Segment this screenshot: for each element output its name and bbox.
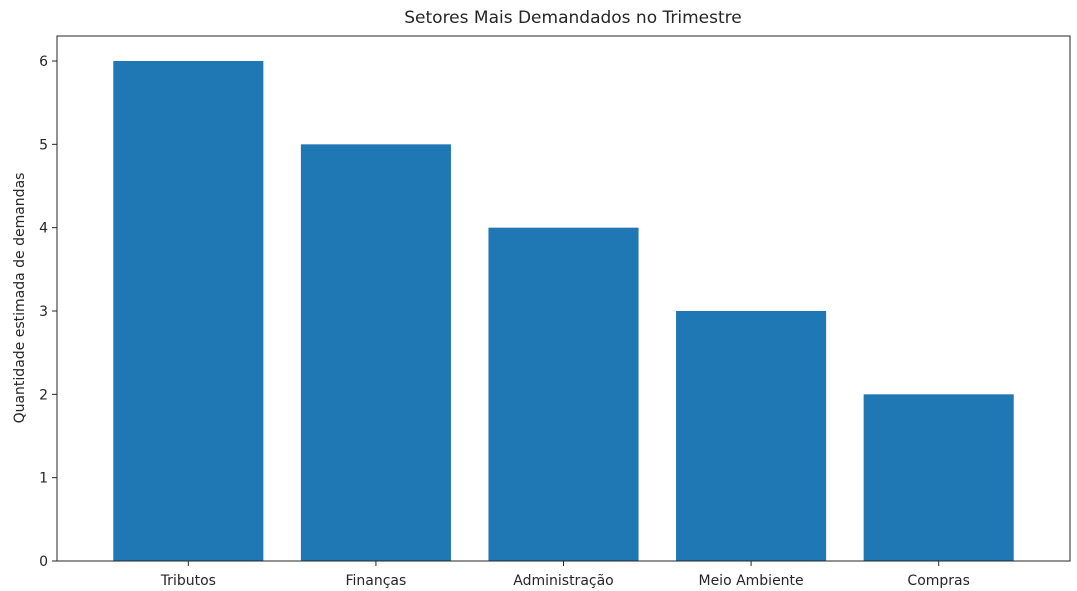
y-tick-label: 1 xyxy=(39,471,48,487)
chart-title: Setores Mais Demandados no Trimestre xyxy=(404,8,741,28)
y-tick-label: 5 xyxy=(39,137,48,153)
bar-compras xyxy=(863,394,1014,561)
y-tick-label: 4 xyxy=(39,221,48,237)
x-tick-label: Administração xyxy=(513,573,613,589)
bar-tributos xyxy=(113,61,264,561)
y-axis-ticks: 0 1 2 3 4 5 6 xyxy=(39,54,57,570)
x-tick-label: Meio Ambiente xyxy=(698,573,803,589)
y-tick-label: 0 xyxy=(39,554,48,570)
x-axis-ticks: Tributos Finanças Administração Meio Ambien… xyxy=(160,561,970,589)
x-tick-label: Finanças xyxy=(345,573,406,589)
bar-administração xyxy=(488,227,639,561)
bar-finanças xyxy=(300,144,451,562)
y-axis-label: Quantidade estimada de demandas xyxy=(12,173,28,424)
x-tick-label: Tributos xyxy=(160,573,216,589)
y-tick-label: 6 xyxy=(39,54,48,70)
bar-meio-ambiente xyxy=(676,311,827,561)
plot-frame xyxy=(56,35,1071,562)
bars-group xyxy=(113,61,1014,562)
y-tick-label: 2 xyxy=(39,387,48,403)
y-tick-label: 3 xyxy=(39,304,48,320)
x-tick-label: Compras xyxy=(907,573,970,589)
